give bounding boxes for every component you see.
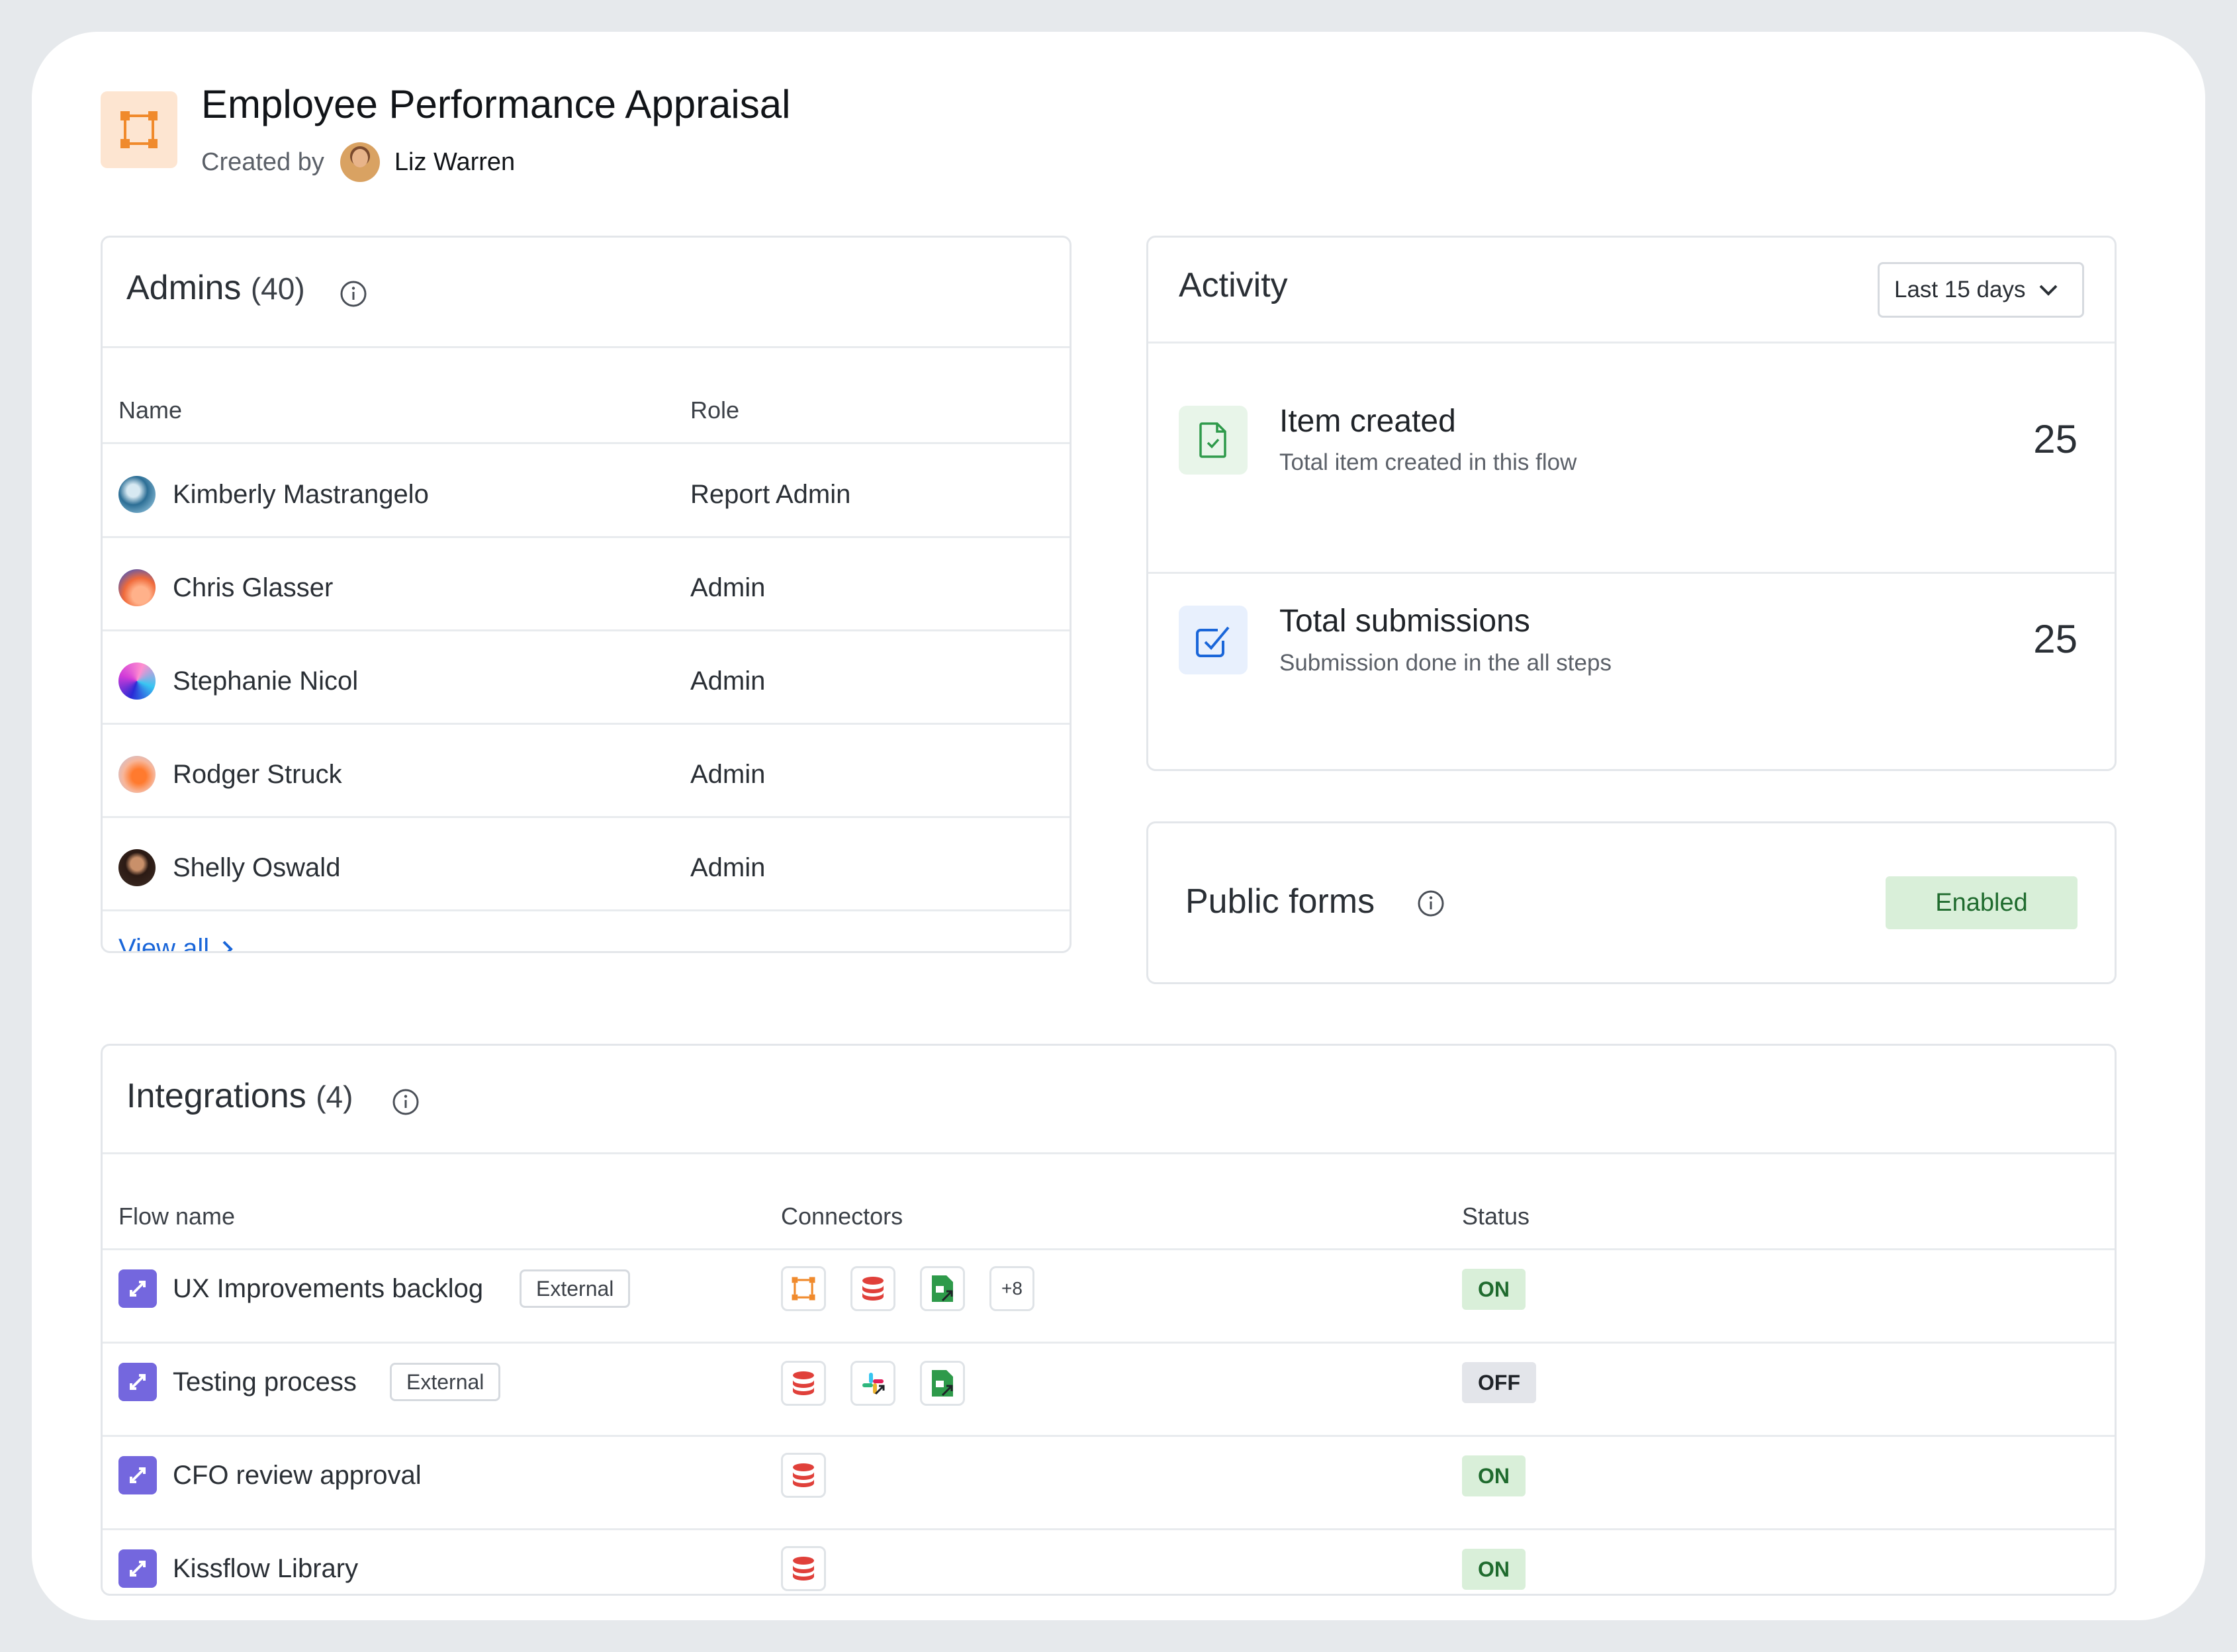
admins-card: Admins (40) Name Role Kimberly Mastrange…: [101, 236, 1072, 953]
view-all-label: View all: [118, 934, 210, 953]
integrations-title-text: Integrations: [126, 1077, 306, 1115]
column-header-role: Role: [690, 396, 740, 424]
column-header-flow: Flow name: [118, 1203, 236, 1230]
view-all-link[interactable]: View all: [118, 934, 236, 953]
column-header-status: Status: [1462, 1203, 1530, 1230]
stat-title: Item created: [1279, 404, 1456, 439]
page-title: Employee Performance Appraisal: [201, 82, 791, 126]
column-header-name: Name: [118, 396, 183, 424]
integrations-card: Integrations (4) Flow name Connectors St…: [101, 1044, 2117, 1596]
chevron-right-icon: [222, 941, 233, 951]
stat-value: 25: [2033, 417, 2077, 461]
activity-title: Activity: [1179, 266, 1288, 304]
flow-name[interactable]: UX Improvements backlog: [173, 1274, 484, 1303]
database-icon[interactable]: [781, 1453, 826, 1498]
stat-subtitle: Total item created in this flow: [1279, 449, 1577, 475]
activity-card: Activity Last 15 days Item created Total…: [1146, 236, 2117, 771]
chevron-down-icon: [2040, 285, 2058, 296]
flow-nodes-icon: [101, 91, 177, 168]
admins-title: Admins (40): [126, 268, 305, 308]
admin-name: Stephanie Nicol: [173, 666, 359, 696]
public-forms-title: Public forms: [1185, 882, 1375, 921]
flow-icon[interactable]: [781, 1266, 826, 1311]
admin-name: Chris Glasser: [173, 573, 334, 602]
status-badge: ON: [1462, 1269, 1526, 1310]
flow-name[interactable]: Kissflow Library: [173, 1554, 359, 1583]
avatar: [118, 569, 156, 606]
external-badge: External: [520, 1269, 631, 1308]
status-badge: OFF: [1462, 1362, 1536, 1403]
sheets-icon[interactable]: [920, 1266, 965, 1311]
status-badge: ON: [1462, 1549, 1526, 1590]
admin-name: Kimberly Mastrangelo: [173, 480, 429, 509]
external-badge: External: [390, 1363, 501, 1401]
integration-icon: [118, 1269, 157, 1308]
info-icon[interactable]: [1417, 890, 1445, 917]
admin-role: Admin: [690, 853, 766, 882]
integration-icon: [118, 1456, 157, 1494]
admin-role: Report Admin: [690, 480, 851, 509]
integration-icon: [118, 1363, 157, 1401]
database-icon[interactable]: [781, 1546, 826, 1591]
info-icon[interactable]: [392, 1088, 420, 1116]
database-icon[interactable]: [781, 1361, 826, 1406]
avatar: [118, 476, 156, 513]
integrations-count: (4): [316, 1079, 353, 1114]
created-by: Created by Liz Warren: [201, 141, 515, 183]
avatar: [340, 142, 380, 182]
status-badge: Enabled: [1886, 876, 2077, 929]
admin-name: Shelly Oswald: [173, 853, 341, 882]
integration-icon: [118, 1549, 157, 1588]
public-forms-card: Public forms Enabled: [1146, 821, 2117, 984]
sheets-icon[interactable]: [920, 1361, 965, 1406]
avatar: [118, 849, 156, 886]
stat-subtitle: Submission done in the all steps: [1279, 650, 1612, 676]
created-by-label: Created by: [201, 148, 324, 176]
creator-name[interactable]: Liz Warren: [394, 148, 516, 176]
date-range-value: Last 15 days: [1894, 277, 2026, 302]
slack-icon[interactable]: [850, 1361, 895, 1406]
admin-role: Admin: [690, 573, 766, 602]
flow-name[interactable]: CFO review approval: [173, 1461, 422, 1490]
stat-value: 25: [2033, 617, 2077, 661]
flow-name[interactable]: Testing process: [173, 1367, 357, 1397]
admins-count: (40): [250, 271, 305, 306]
admin-role: Admin: [690, 760, 766, 789]
admin-name: Rodger Struck: [173, 760, 342, 789]
date-range-select[interactable]: Last 15 days: [1878, 262, 2084, 318]
avatar: [118, 663, 156, 700]
checkbox-icon: [1179, 606, 1248, 674]
column-header-connectors: Connectors: [781, 1203, 903, 1230]
document-check-icon: [1179, 406, 1248, 475]
integrations-title: Integrations (4): [126, 1076, 353, 1116]
stat-title: Total submissions: [1279, 604, 1530, 639]
info-icon[interactable]: [340, 280, 367, 308]
more-connectors[interactable]: +8: [989, 1266, 1034, 1311]
avatar: [118, 756, 156, 793]
admin-role: Admin: [690, 666, 766, 696]
status-badge: ON: [1462, 1455, 1526, 1496]
app-window: Employee Performance Appraisal Created b…: [32, 32, 2205, 1620]
database-icon[interactable]: [850, 1266, 895, 1311]
admins-title-text: Admins: [126, 269, 242, 307]
